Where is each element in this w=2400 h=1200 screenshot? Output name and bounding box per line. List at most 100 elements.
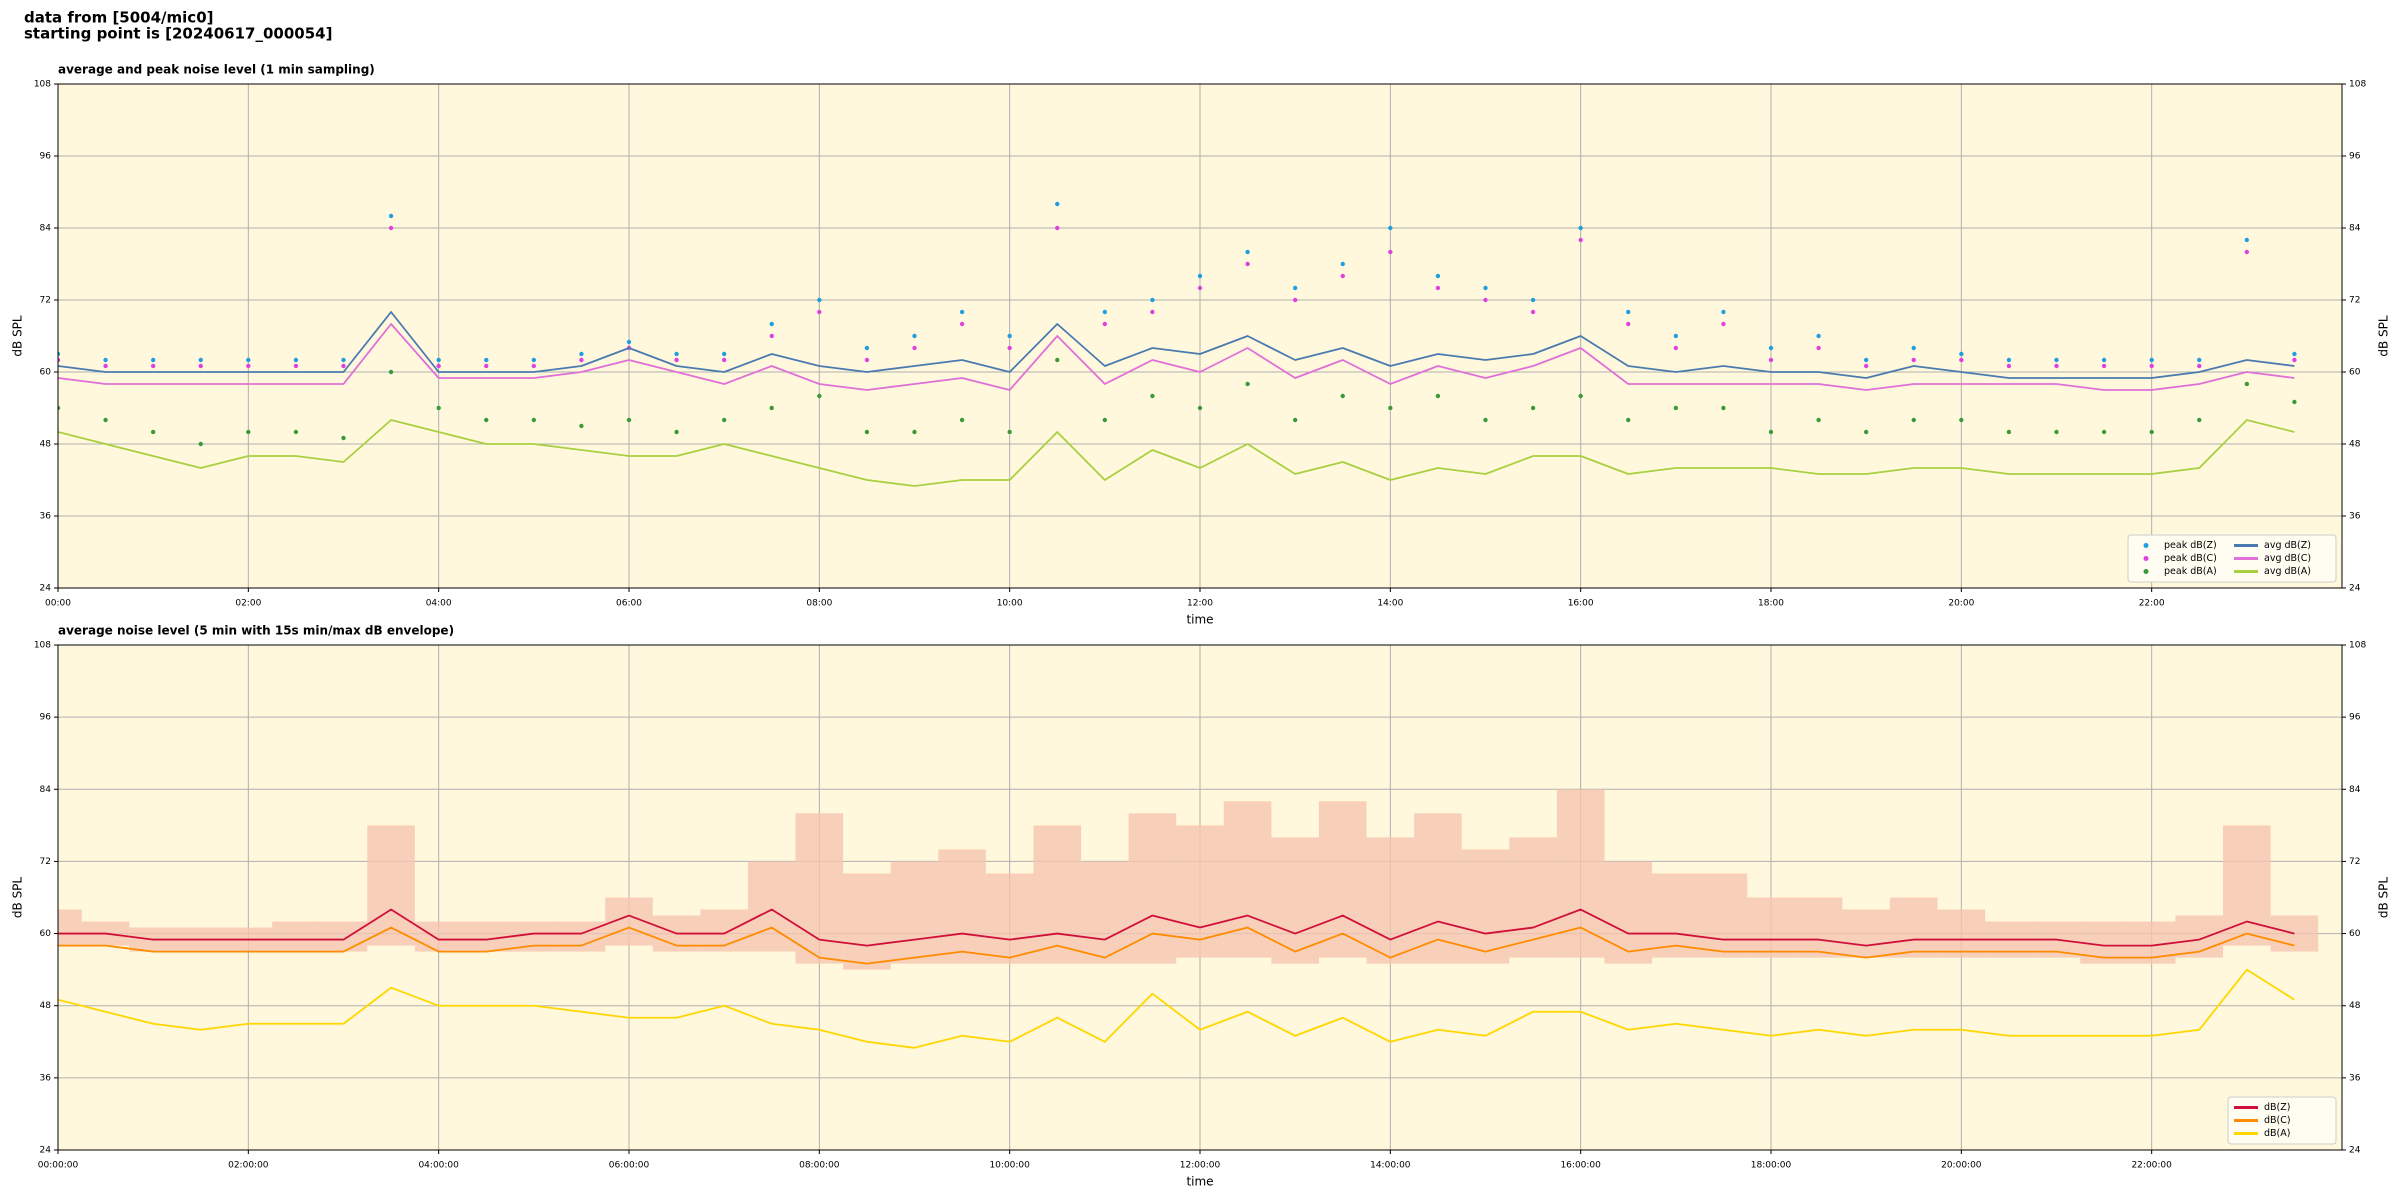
x-axis-label: time xyxy=(1186,1175,1213,1189)
y-tick-label: 96 xyxy=(40,152,52,162)
peak-point xyxy=(1863,429,1869,435)
peak-point xyxy=(1768,429,1774,435)
peak-point xyxy=(1388,405,1393,411)
envelope-band xyxy=(2080,921,2128,964)
peak-point xyxy=(626,339,632,345)
peak-point xyxy=(388,225,394,231)
legend-label: peak dB(C) xyxy=(2164,553,2217,564)
peak-point xyxy=(1435,393,1441,399)
y-tick-label: 48 xyxy=(40,1001,52,1011)
y2-tick-label: 96 xyxy=(2349,152,2361,162)
peak-point xyxy=(817,297,822,303)
peak-point xyxy=(1911,345,1916,351)
peak-point xyxy=(959,321,965,327)
peak-point xyxy=(2149,357,2154,363)
peak-point xyxy=(1007,429,1012,435)
peak-point xyxy=(1483,297,1488,303)
peak-point xyxy=(293,357,299,363)
peak-point xyxy=(198,363,203,369)
peak-point xyxy=(1245,381,1250,387)
peak-point xyxy=(1055,201,1060,207)
header-line: data from [5004/mic0] xyxy=(24,9,214,27)
x-tick-label: 16:00:00 xyxy=(1560,1161,1601,1171)
peak-point xyxy=(484,417,489,423)
plot-content xyxy=(58,84,2342,588)
peak-point xyxy=(341,357,346,363)
peak-point xyxy=(484,363,489,369)
envelope-band xyxy=(938,849,986,964)
peak-point xyxy=(1245,261,1250,267)
peak-point xyxy=(1863,363,1869,369)
peak-point xyxy=(2006,357,2012,363)
peak-point xyxy=(1626,417,1631,423)
peak-point xyxy=(2292,357,2297,363)
y-tick-label: 24 xyxy=(40,1146,52,1156)
peak-point xyxy=(1721,405,1726,411)
y2-tick-label: 60 xyxy=(2349,368,2361,378)
peak-point xyxy=(531,417,537,423)
y2-tick-label: 72 xyxy=(2349,857,2360,867)
peak-point xyxy=(1721,309,1726,315)
peak-point xyxy=(1816,345,1821,351)
peak-point xyxy=(1911,357,1916,363)
peak-point xyxy=(1530,405,1536,411)
peak-point xyxy=(2006,429,2012,435)
peak-point xyxy=(1626,309,1631,315)
peak-point xyxy=(2292,351,2297,357)
peak-point xyxy=(721,357,727,363)
peak-point xyxy=(769,333,774,339)
y-axis-label: dB SPL xyxy=(11,877,25,919)
x-tick-label: 04:00:00 xyxy=(418,1161,459,1171)
peak-point xyxy=(1578,393,1583,399)
peak-point xyxy=(1673,333,1679,339)
peak-point xyxy=(1863,357,1869,363)
peak-point xyxy=(484,357,489,363)
peak-point xyxy=(1911,417,1916,423)
peak-point xyxy=(1673,405,1679,411)
peak-point xyxy=(2101,357,2107,363)
y2-tick-label: 72 xyxy=(2349,296,2360,306)
peak-point xyxy=(1816,417,1821,423)
y2-tick-label: 96 xyxy=(2349,713,2361,723)
peak-point xyxy=(103,357,108,363)
peak-point xyxy=(58,357,61,363)
x-tick-label: 14:00 xyxy=(1377,599,1403,609)
peak-point xyxy=(58,351,61,357)
envelope-band xyxy=(1604,861,1653,964)
peak-point xyxy=(626,417,632,423)
envelope-band xyxy=(1652,873,1700,958)
y2-tick-label: 48 xyxy=(2349,440,2361,450)
peak-point xyxy=(150,429,156,435)
peak-point xyxy=(293,363,299,369)
plot-frame xyxy=(57,644,2343,1151)
peak-point xyxy=(2054,357,2059,363)
x-tick-label: 12:00:00 xyxy=(1180,1161,1221,1171)
envelope-band xyxy=(1318,801,1367,958)
envelope-band xyxy=(1128,813,1177,964)
peak-point xyxy=(2054,429,2059,435)
peak-point xyxy=(1388,225,1393,231)
peak-point xyxy=(1959,417,1964,423)
x-axis-label: time xyxy=(1186,613,1213,627)
envelope-band xyxy=(2175,915,2224,958)
envelope-band xyxy=(510,921,558,952)
x-tick-label: 10:00:00 xyxy=(989,1161,1030,1171)
peak-point xyxy=(912,429,917,435)
peak-point xyxy=(579,423,584,429)
envelope-band xyxy=(843,873,891,970)
x-tick-label: 14:00:00 xyxy=(1370,1161,1411,1171)
y2-tick-label: 108 xyxy=(2349,80,2366,90)
envelope-band xyxy=(557,921,606,952)
legend-label: peak dB(A) xyxy=(2164,566,2217,577)
x-tick-label: 00:00 xyxy=(45,599,71,609)
peak-point xyxy=(1816,333,1821,339)
peak-point xyxy=(1292,285,1298,291)
plot-content xyxy=(58,645,2342,1150)
peak-point xyxy=(198,441,203,447)
series-line xyxy=(58,968,2295,1049)
peak-point xyxy=(912,345,917,351)
y2-tick-label: 36 xyxy=(2349,1073,2361,1083)
envelope-band xyxy=(985,873,1034,964)
envelope-band xyxy=(2127,921,2176,964)
peak-point xyxy=(1340,393,1345,399)
